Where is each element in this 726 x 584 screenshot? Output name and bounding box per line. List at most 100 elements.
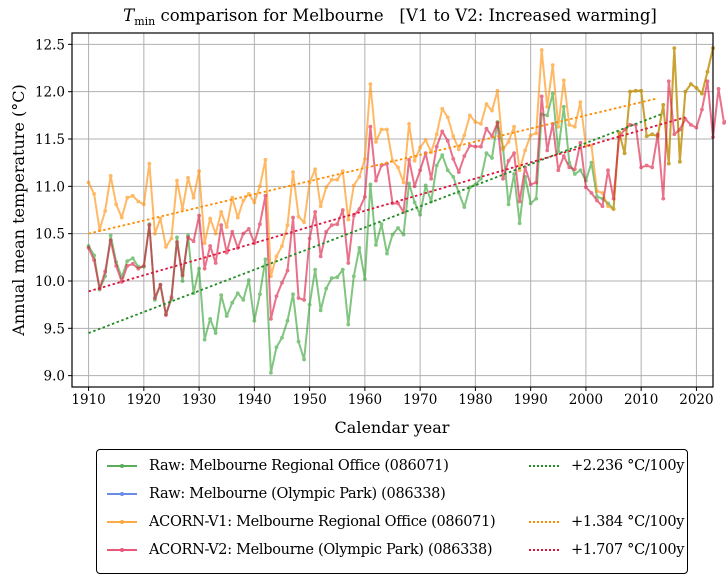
data-point [92, 192, 97, 196]
data-point [291, 215, 295, 220]
y-tick-label: 12.0 [35, 85, 65, 101]
data-point [357, 207, 362, 211]
data-point [136, 266, 141, 271]
data-point [114, 263, 119, 268]
data-point [495, 88, 500, 93]
data-point [666, 161, 671, 166]
data-point [528, 182, 533, 187]
data-point [357, 245, 362, 250]
legend-swatch-dotted [529, 517, 559, 527]
data-point [340, 208, 345, 212]
data-point [412, 158, 417, 163]
data-point [396, 201, 400, 206]
data-point [688, 122, 693, 127]
data-point [335, 222, 340, 227]
data-point [119, 215, 124, 220]
data-point [639, 88, 644, 93]
x-tick-label: 1920 [127, 392, 161, 408]
data-point [385, 127, 389, 132]
data-point [534, 180, 539, 185]
data-point [219, 209, 224, 214]
data-point [307, 236, 312, 241]
data-point [716, 86, 721, 91]
data-point [611, 207, 616, 211]
data-point [517, 199, 522, 204]
data-point [561, 78, 566, 83]
legend-label: ACORN-V1: Melbourne Regional Office (086… [149, 514, 496, 530]
data-point [324, 286, 329, 291]
data-point [241, 231, 246, 236]
data-point [318, 254, 323, 259]
x-tick-label: 1990 [513, 392, 547, 408]
data-point [479, 121, 483, 126]
data-point [429, 176, 434, 181]
data-point [606, 204, 610, 209]
data-point [440, 129, 445, 134]
data-point [677, 159, 682, 164]
data-point [705, 79, 710, 84]
data-point [241, 198, 246, 203]
data-point [230, 300, 235, 305]
data-point [357, 174, 362, 179]
legend-swatch-line [107, 461, 137, 471]
data-point [346, 261, 351, 265]
data-point [213, 261, 218, 265]
legend-item-acorn-v1: ACORN-V1: Melbourne Regional Office (086… [107, 514, 496, 530]
data-point [152, 231, 157, 236]
data-point [572, 167, 577, 172]
data-point [346, 217, 351, 222]
data-point [302, 220, 306, 225]
data-point [379, 222, 384, 227]
data-point [130, 256, 135, 261]
data-point [125, 195, 130, 200]
data-point [700, 91, 704, 96]
legend-label: Raw: Melbourne (Olympic Park) (086338) [149, 486, 446, 502]
legend-item-raw-regional-office: Raw: Melbourne Regional Office (086071) [107, 458, 449, 474]
data-point [456, 170, 461, 175]
data-point [445, 115, 450, 120]
data-point [451, 156, 456, 161]
data-point [362, 277, 367, 281]
data-point [208, 316, 213, 321]
title-symbol: T [123, 6, 136, 25]
data-point [280, 280, 284, 285]
data-point [622, 127, 627, 132]
data-point [572, 172, 577, 176]
data-point [141, 202, 146, 207]
data-point [285, 318, 290, 323]
data-point [374, 243, 378, 247]
data-point [274, 254, 279, 259]
data-point [202, 241, 207, 246]
title-subscript: min [134, 15, 155, 28]
data-point [362, 194, 367, 199]
data-point [418, 212, 423, 217]
data-point [351, 183, 356, 188]
data-point [130, 193, 135, 198]
data-point [136, 199, 141, 204]
data-point [528, 201, 533, 206]
data-point [694, 125, 699, 130]
data-point [523, 148, 528, 153]
data-point [191, 195, 196, 200]
y-tick-label: 10.5 [35, 227, 65, 243]
y-tick-label: 9.5 [44, 321, 65, 337]
data-point [92, 258, 97, 263]
data-point [633, 88, 638, 93]
data-point [86, 245, 91, 250]
data-point [158, 216, 163, 221]
data-point [539, 48, 544, 52]
data-point [407, 121, 411, 126]
data-point [434, 163, 439, 168]
data-point [368, 82, 373, 87]
series-line [87, 47, 714, 278]
data-point [158, 282, 163, 287]
data-point [622, 151, 627, 156]
data-point [484, 151, 489, 156]
data-point [490, 108, 494, 113]
data-point [208, 244, 213, 248]
trend-line [88, 116, 686, 293]
data-point [479, 176, 483, 181]
data-point [296, 214, 301, 219]
x-tick-label: 2020 [679, 392, 713, 408]
data-point [296, 339, 301, 344]
